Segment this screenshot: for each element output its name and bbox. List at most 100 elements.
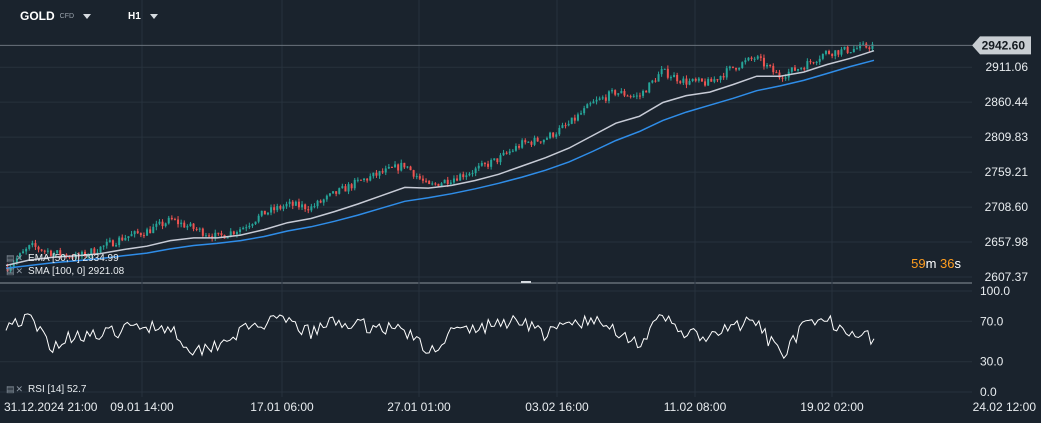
candle-body <box>508 151 511 154</box>
settings-close-icon[interactable]: ▤✕ <box>6 253 25 263</box>
candle-body <box>403 162 406 168</box>
candle-body <box>248 225 251 228</box>
candle-body <box>220 233 223 235</box>
candle-body <box>772 65 775 73</box>
candle-body <box>483 163 486 165</box>
candle-body <box>297 201 300 208</box>
rsi-tick-label: 70.0 <box>980 314 1004 328</box>
candle-body <box>375 172 378 176</box>
candle-body <box>276 206 279 211</box>
candle-body <box>759 56 762 58</box>
candle-body <box>824 51 827 54</box>
candle-body <box>834 50 837 57</box>
timeframe-selector[interactable]: H1 <box>128 11 158 22</box>
ema-legend[interactable]: ▤✕ EMA [50, 0] 2934.99 <box>6 253 119 264</box>
candle-body <box>34 243 37 247</box>
timeframe-label: H1 <box>128 11 141 22</box>
candle-body <box>744 60 747 63</box>
candle-body <box>790 67 793 72</box>
candle-body <box>102 245 105 247</box>
candle-body <box>149 229 152 234</box>
sma-legend[interactable]: ▤✕ SMA [100, 0] 2921.08 <box>6 266 124 277</box>
candle-body <box>673 74 676 78</box>
candle-body <box>325 195 328 200</box>
symbol-name: GOLD <box>20 9 55 23</box>
candle-body <box>118 237 121 246</box>
candle-body <box>719 76 722 80</box>
candle-body <box>245 227 248 229</box>
candle-body <box>105 241 108 246</box>
candle-body <box>406 166 409 168</box>
candle-body <box>93 248 96 254</box>
candle-body <box>356 179 359 181</box>
candle-body <box>425 180 428 182</box>
chevron-down-icon <box>83 13 92 19</box>
candle-body <box>852 48 855 53</box>
candle-body <box>713 79 716 82</box>
candle-body <box>449 182 452 184</box>
candle-body <box>781 77 784 79</box>
ema-label: EMA [50, 0] 2934.99 <box>28 253 119 264</box>
candle-body <box>645 90 648 93</box>
price-tick-label: 2860.44 <box>985 95 1029 109</box>
candle-body <box>307 209 310 211</box>
candle-body <box>421 178 424 181</box>
candle-body <box>139 233 142 236</box>
candle-body <box>15 258 18 263</box>
candle-body <box>617 93 620 95</box>
candle-body <box>480 163 483 166</box>
candle-body <box>849 52 852 54</box>
rsi-legend[interactable]: ▤✕ RSI [14] 52.7 <box>6 384 86 395</box>
candle-body <box>465 175 468 178</box>
candle-body <box>598 98 601 100</box>
candle-body <box>155 223 158 227</box>
candle-body <box>18 253 21 259</box>
candle-body <box>158 221 161 224</box>
candle-body <box>68 257 71 259</box>
candle-body <box>347 184 350 192</box>
symbol-selector[interactable]: GOLD CFD <box>20 9 92 23</box>
candle-body <box>518 146 521 148</box>
candle-body <box>567 123 570 126</box>
settings-close-icon[interactable]: ▤✕ <box>6 266 25 276</box>
candle-body <box>263 210 266 215</box>
candle-body <box>542 139 545 143</box>
rsi-tick-label: 100.0 <box>980 284 1010 298</box>
candle-body <box>818 58 821 62</box>
candle-body <box>127 236 130 238</box>
candle-body <box>353 179 356 189</box>
candle-body <box>310 206 313 211</box>
candle-body <box>142 235 145 237</box>
candle-body <box>459 174 462 181</box>
candle-body <box>167 217 170 224</box>
sma-label: SMA [100, 0] 2921.08 <box>28 266 125 277</box>
candle-body <box>161 221 164 227</box>
candle-body <box>710 78 713 82</box>
candle-body <box>239 229 242 233</box>
candle-body <box>344 186 347 192</box>
candle-body <box>25 248 28 252</box>
candle-body <box>474 168 477 174</box>
candle-body <box>837 50 840 55</box>
candle-body <box>186 226 189 228</box>
candle-body <box>793 67 796 71</box>
candle-body <box>384 168 387 173</box>
candle-body <box>9 266 12 272</box>
candle-body <box>121 237 124 241</box>
candle-body <box>409 166 412 171</box>
candle-body <box>707 78 710 86</box>
candle-body <box>843 46 846 50</box>
candle-body <box>189 223 192 227</box>
candle-body <box>762 57 765 67</box>
candle-body <box>753 58 756 60</box>
price-tick-label: 2759.21 <box>985 165 1029 179</box>
candle-body <box>43 250 46 252</box>
candle-body <box>815 61 818 63</box>
time-tick-label: 31.12.2024 21:00 <box>4 400 98 414</box>
candle-body <box>363 178 366 181</box>
candle-body <box>456 178 459 181</box>
settings-close-icon[interactable]: ▤✕ <box>6 384 25 394</box>
candle-body <box>642 90 645 96</box>
candle-body <box>638 95 641 97</box>
